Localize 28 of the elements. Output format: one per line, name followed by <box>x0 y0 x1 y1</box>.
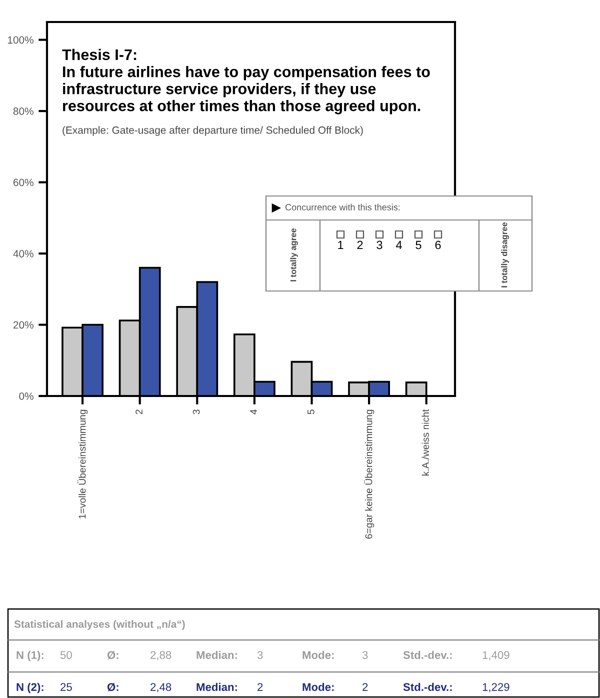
annotation: 1 <box>338 240 344 250</box>
y-tick-label: 20% <box>13 321 34 329</box>
annotation: 2 <box>357 240 363 250</box>
x-tick-label: 4 <box>250 409 257 414</box>
x-tick-label: 1=volle Übereinstimmung <box>77 410 88 518</box>
text: N (1): 50 Ø: 2,88 Median: 3 Mode: 3 Std.-dev.: 1,409 <box>16 650 510 662</box>
y-tick-label: 100% <box>8 36 34 44</box>
annotation: 4 <box>396 240 402 250</box>
text: In future airlines have to pay compensation fees to infrastructure service providers, if they use resources at other times than those agreed upon. <box>63 66 430 114</box>
x-tick-label: 5 <box>308 410 314 414</box>
annotation: Concurrence with this thesis: <box>285 204 400 210</box>
text: I totally disagree <box>501 222 509 288</box>
text: Statistical analyses (without „n/a“) <box>14 620 185 630</box>
text: Thesis I-7: <box>62 48 136 60</box>
x-tick-label: 6=gar keine Übereinstimmung <box>364 410 374 539</box>
text: N (2): 25 Ø: 2,48 Median: 2 Mode: 2 Std.-dev.: 1,229 <box>16 682 510 694</box>
x-tick-label: 2 <box>136 410 142 414</box>
y-tick-label: 40% <box>13 250 34 258</box>
annotation: (Example: Gate-usage after departure time/ Scheduled Off Block) <box>62 126 363 136</box>
x-tick-label: 3 <box>192 410 200 414</box>
x-tick-label: k.A./weiss nicht <box>422 409 429 476</box>
y-tick-label: 80% <box>13 108 34 115</box>
annotation: 5 <box>416 240 422 250</box>
annotation: I totally agree <box>290 228 298 282</box>
y-tick-label: 60% <box>13 178 34 186</box>
annotation: 3 <box>376 240 382 250</box>
y-tick-label: 0% <box>19 392 34 400</box>
annotation: 6 <box>435 240 441 250</box>
